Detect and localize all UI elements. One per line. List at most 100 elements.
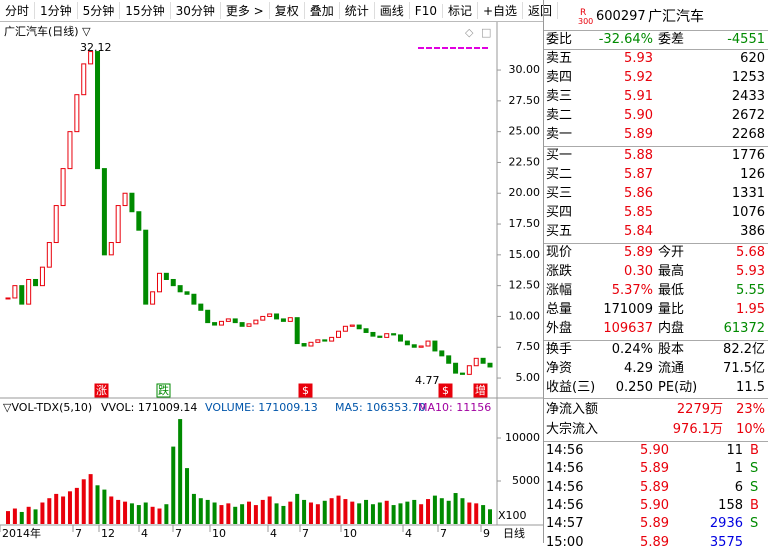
panel-text: 内盘 [658,321,685,336]
candle [466,365,472,375]
toolbar-button[interactable]: F10 [410,3,443,18]
toolbar: 分时 1分钟 5分钟 15分钟 30分钟 更多 > 复权 叠加 统计 画线 F10 标记 +自选 返回 [0,0,559,22]
candle [315,339,321,343]
toolbar-button[interactable]: 5分钟 [78,2,121,19]
toolbar-button[interactable]: +自选 [478,2,524,19]
volume-bar [129,503,134,524]
panel-text: 6 [734,479,743,495]
candle [122,192,128,207]
x-tick-label: 4 [270,527,277,540]
panel-text: 5.90 [624,108,653,123]
volume-bar [54,493,59,524]
candle [342,325,348,332]
panel-text: 14:56 [546,479,584,495]
volume-bar [26,506,31,524]
toolbar-button[interactable]: 更多 > [221,2,270,19]
volume-bar [357,503,362,524]
toolbar-button[interactable]: 1分钟 [35,2,78,19]
candle [5,297,11,300]
volume-bar [350,501,355,524]
panel-text: 5.68 [736,245,765,260]
candle [74,94,80,133]
panel-text: -4551 [727,32,765,47]
panel-text: R [580,8,587,18]
x-tick-label: 10 [343,527,357,540]
candle [453,362,459,374]
volume-item: VVOL: 171009.14 [101,401,197,414]
panel-text: 涨幅 [546,283,573,298]
candle [60,168,66,207]
volume-bar [136,505,141,524]
candle [384,333,390,338]
panel-text: 5.37% [611,283,653,298]
volume-bar [329,498,334,524]
panel-text: 涨跌 [546,264,573,279]
volume-bar [460,498,465,524]
candle [136,211,142,231]
y-tick-label: 15.00 [509,248,541,261]
separator [544,243,768,244]
panel-text: 5.89 [624,127,653,142]
panel-text: 600297 [596,9,646,24]
toolbar-button[interactable]: 画线 [375,2,410,19]
volume-bar [274,503,279,524]
panel-text: 卖二 [546,108,573,123]
volume-bar [219,505,224,524]
toolbar-button[interactable]: 30分钟 [171,2,221,19]
toolbar-button[interactable]: 统计 [340,2,375,19]
candle [184,291,190,295]
candle [308,341,314,347]
volume-bar [164,504,169,524]
candle [218,320,224,326]
panel-text: 买五 [546,224,573,239]
panel-text: 171009 [603,302,653,317]
separator [544,49,768,50]
y-tick-label: 27.50 [509,94,541,107]
volume-bar [384,500,389,524]
panel-text: 126 [740,167,765,182]
volume-bar [391,505,396,524]
candle [480,357,486,364]
volume-bar [150,506,155,524]
candle [459,372,465,375]
panel-text: B [750,443,759,458]
event-marker: 涨 [96,384,107,397]
volume-bar [74,487,79,524]
volume-bar [398,503,403,524]
panel-text: -32.64% [598,32,653,47]
separator [544,398,768,399]
panel-text: S [750,461,759,477]
candle [397,334,403,342]
y-tick-label: 12.50 [509,279,541,292]
toolbar-button[interactable]: 叠加 [305,2,340,19]
panel-text: 1331 [731,186,765,201]
candle [101,168,107,256]
y-tick-label: 5.00 [516,371,541,384]
panel-text: 5.90 [640,443,669,458]
y-tick-label: 7.50 [516,340,541,353]
toolbar-button[interactable]: 分时 [0,2,36,19]
candle [336,330,342,338]
volume-bar [405,501,410,524]
icon: ◇ [465,26,474,39]
period-label: 日线 [503,526,525,540]
panel-text: 委比 [546,32,573,47]
panel-text: 卖四 [546,70,573,85]
panel-text: 5.93 [736,264,765,279]
toolbar-button[interactable]: 15分钟 [120,2,171,19]
y-tick-label: 5000 [512,474,540,487]
volume-bar [212,502,217,524]
toolbar-button[interactable]: 标记 [443,2,478,19]
candle [205,309,211,324]
volume-bar [157,508,162,524]
y-tick-label: 25.00 [509,125,541,138]
candle [404,340,410,346]
toolbar-button[interactable]: 复权 [270,2,305,19]
chart-title: 广汇汽车(日线) ▽ [4,24,91,38]
volume-name: ▽VOL-TDX(5,10) [3,401,92,414]
panel-text: 1 [734,461,743,477]
volume-bar [191,493,196,524]
toolbar-button[interactable]: 返回 [523,2,559,19]
volume-bar [336,495,341,524]
candle [329,336,335,342]
